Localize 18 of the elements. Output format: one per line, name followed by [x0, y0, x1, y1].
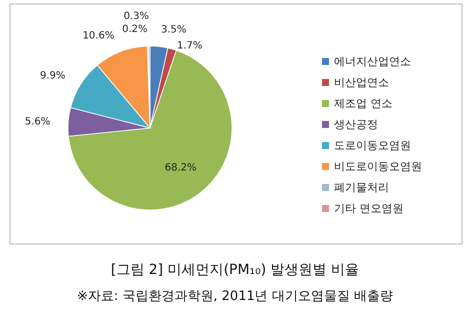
data-label: 3.5%	[160, 24, 186, 36]
legend-label: 제조업 연소	[334, 97, 392, 110]
data-label: 0.2%	[122, 24, 148, 36]
legend-label: 도로이동오염원	[334, 139, 411, 152]
data-label: 1.7%	[176, 40, 202, 52]
legend-label: 생산공정	[334, 118, 378, 131]
legend-label: 폐기물처리	[334, 181, 389, 194]
legend-label: 비산업연소	[334, 76, 389, 89]
legend-label: 기타 면오염원	[334, 202, 404, 215]
data-label: 5.6%	[24, 116, 50, 128]
text: ※자료: 국립환경과학원, 2011년 대기오염물질 배출량	[76, 289, 394, 304]
data-label: 10.6%	[82, 30, 114, 42]
data-label: 9.9%	[40, 70, 66, 82]
data-label: 68.2%	[164, 162, 197, 174]
data-label: 0.3%	[124, 11, 150, 22]
legend-label: 에너지산업연소	[334, 55, 411, 68]
text: [그림 2] 미세먼지(PM₁₀) 발생원별 비율	[110, 262, 360, 278]
legend-label: 비도로이동오염원	[334, 160, 422, 173]
